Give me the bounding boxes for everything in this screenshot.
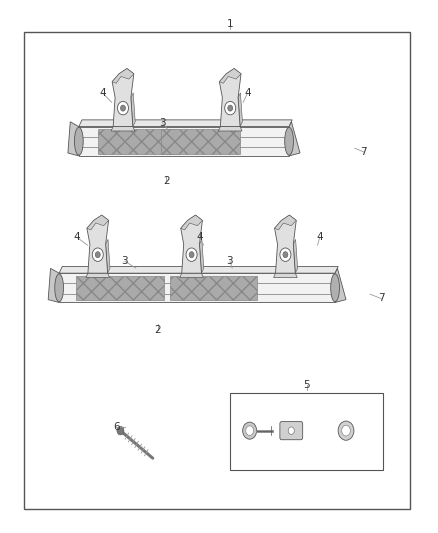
Circle shape	[228, 105, 233, 111]
Text: 5: 5	[303, 380, 310, 390]
Circle shape	[92, 248, 103, 261]
Polygon shape	[86, 273, 110, 278]
Circle shape	[342, 425, 350, 436]
Bar	[79, 126, 289, 156]
Ellipse shape	[55, 274, 64, 302]
Circle shape	[225, 101, 236, 115]
Text: 4: 4	[99, 88, 106, 98]
Circle shape	[117, 426, 124, 435]
Polygon shape	[87, 215, 109, 230]
Polygon shape	[112, 69, 134, 127]
Polygon shape	[275, 215, 296, 230]
Polygon shape	[181, 215, 202, 273]
Polygon shape	[111, 127, 135, 131]
Polygon shape	[289, 122, 300, 156]
Text: 3: 3	[159, 118, 166, 127]
Polygon shape	[48, 269, 59, 303]
Circle shape	[246, 426, 254, 435]
Polygon shape	[274, 273, 297, 278]
Ellipse shape	[331, 274, 339, 302]
Circle shape	[338, 421, 354, 440]
Polygon shape	[181, 215, 202, 230]
Text: 4: 4	[196, 232, 203, 242]
Text: 2: 2	[163, 176, 170, 186]
Polygon shape	[59, 266, 338, 273]
Text: 7: 7	[360, 147, 367, 157]
Text: 6: 6	[113, 423, 120, 432]
Text: 3: 3	[121, 256, 128, 266]
Polygon shape	[293, 239, 297, 273]
Text: 4: 4	[73, 232, 80, 242]
Text: 7: 7	[378, 294, 385, 303]
Bar	[98, 129, 177, 154]
Text: 1: 1	[226, 19, 233, 29]
Circle shape	[189, 252, 194, 258]
Bar	[230, 393, 383, 470]
Polygon shape	[180, 273, 203, 278]
Circle shape	[283, 252, 288, 258]
Text: 2: 2	[154, 326, 161, 335]
Ellipse shape	[74, 127, 83, 155]
Circle shape	[186, 248, 197, 261]
Bar	[170, 276, 258, 300]
Polygon shape	[199, 239, 204, 273]
Bar	[59, 273, 335, 303]
Circle shape	[288, 427, 294, 434]
Polygon shape	[87, 215, 109, 273]
Polygon shape	[275, 215, 296, 273]
Bar	[24, 32, 410, 509]
Bar	[161, 129, 240, 154]
Circle shape	[117, 101, 128, 115]
Circle shape	[243, 422, 257, 439]
Polygon shape	[68, 122, 79, 156]
Polygon shape	[219, 127, 242, 131]
Polygon shape	[112, 69, 134, 83]
Circle shape	[280, 248, 291, 261]
Ellipse shape	[285, 127, 293, 155]
Text: 4: 4	[316, 232, 323, 242]
Circle shape	[120, 105, 125, 111]
Polygon shape	[131, 93, 135, 127]
Text: 4: 4	[244, 88, 251, 98]
Polygon shape	[219, 69, 241, 83]
Polygon shape	[219, 69, 241, 127]
Text: 3: 3	[226, 256, 233, 266]
Polygon shape	[335, 269, 346, 303]
Circle shape	[95, 252, 100, 258]
Polygon shape	[79, 120, 292, 127]
Bar	[76, 276, 164, 300]
Polygon shape	[238, 93, 242, 127]
Polygon shape	[106, 239, 110, 273]
FancyBboxPatch shape	[280, 422, 303, 440]
